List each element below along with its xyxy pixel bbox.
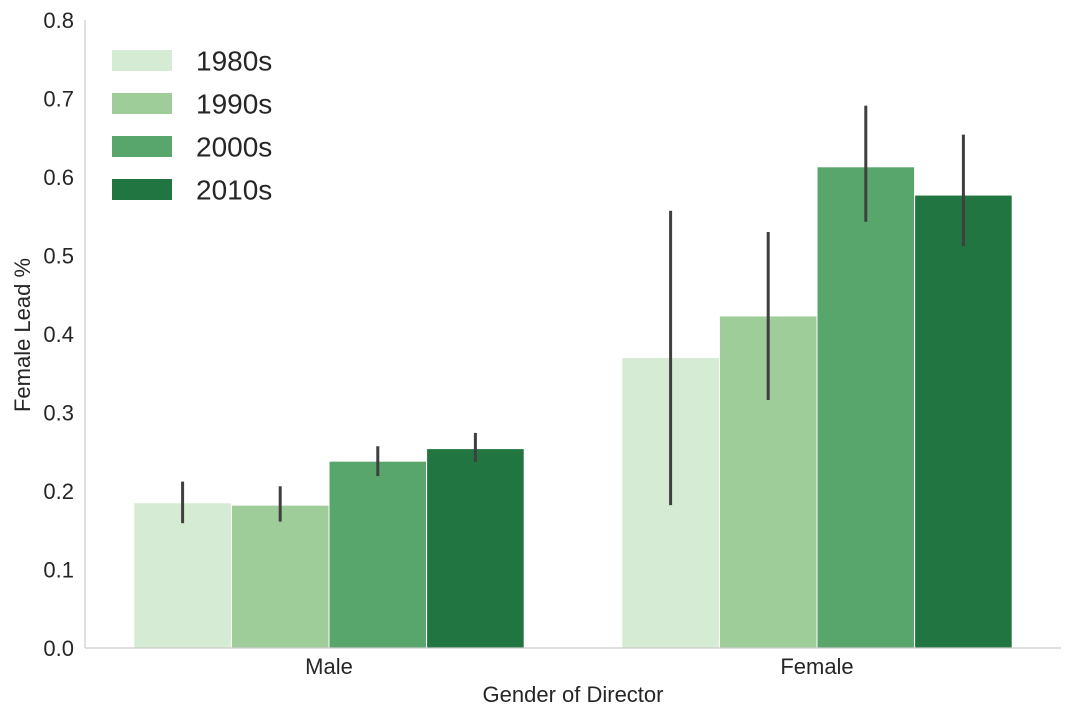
x-tick-label: Female [780,654,853,679]
legend-swatch [112,179,172,200]
y-tick-label: 0.0 [43,636,74,661]
legend-label: 2010s [196,175,272,206]
y-tick-labels: 0.0 0.1 0.2 0.3 0.4 0.5 0.6 0.7 0.8 [43,8,74,661]
y-tick-label: 0.7 [43,87,74,112]
legend-label: 2000s [196,132,272,163]
bar-male-1990s [230,504,330,649]
legend-label: 1990s [196,89,272,120]
bar-male-2000s [328,460,428,649]
y-tick-label: 0.1 [43,558,74,583]
y-tick-label: 0.8 [43,8,74,33]
y-tick-label: 0.6 [43,165,74,190]
bar-female-2000s [816,166,916,649]
error-bars-layer [181,105,965,524]
bar-male-2010s [426,448,525,649]
legend-label: 1980s [196,46,272,77]
y-axis-title: Female Lead % [10,258,35,412]
bars-layer [133,166,1013,649]
bar-male-1980s [133,502,232,649]
y-tick-label: 0.2 [43,479,74,504]
legend-swatch [112,136,172,157]
x-axis-title: Gender of Director [483,682,664,707]
y-tick-label: 0.3 [43,401,74,426]
y-tick-label: 0.5 [43,244,74,269]
bar-female-2010s [914,194,1013,649]
y-tick-label: 0.4 [43,322,74,347]
legend-swatch [112,93,172,114]
x-tick-labels: Male Female [305,654,854,679]
x-tick-label: Male [305,654,353,679]
legend: 1980s 1990s 2000s 2010s [112,46,272,206]
legend-swatch [112,50,172,71]
